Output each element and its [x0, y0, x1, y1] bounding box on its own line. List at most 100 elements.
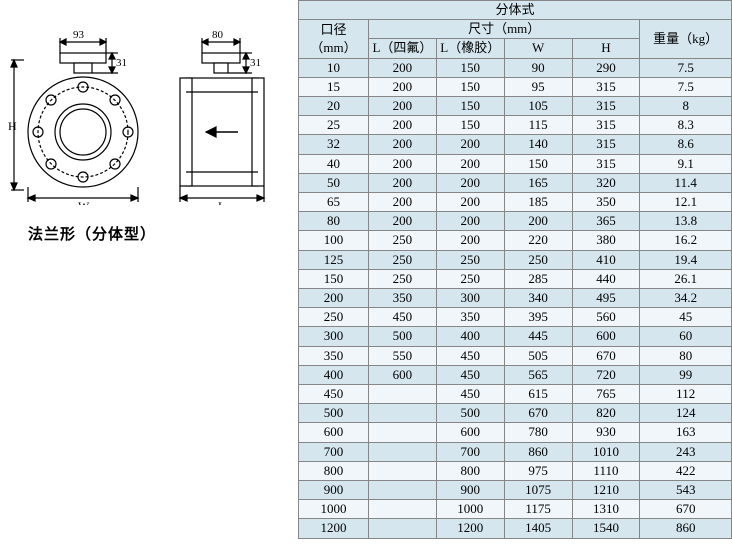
table-cell: 720 [572, 365, 640, 384]
table-row: 35055045050567080 [299, 346, 732, 365]
table-cell: 565 [504, 365, 572, 384]
table-cell: 600 [369, 365, 437, 384]
table-cell: 700 [436, 442, 504, 461]
table-cell: 250 [369, 231, 437, 250]
svg-text:W: W [78, 199, 90, 205]
table-cell: 365 [572, 212, 640, 231]
table-cell: 140 [504, 135, 572, 154]
table-cell [369, 481, 437, 500]
table-cell: 300 [436, 289, 504, 308]
table-cell: 20 [299, 97, 369, 116]
table-cell: 500 [369, 327, 437, 346]
table-cell: 395 [504, 308, 572, 327]
table-cell: 300 [299, 327, 369, 346]
table-cell [369, 385, 437, 404]
table-cell [369, 423, 437, 442]
table-row: 6520020018535012.1 [299, 193, 732, 212]
table-cell [369, 519, 437, 538]
table-cell [369, 442, 437, 461]
table-cell: 80 [299, 212, 369, 231]
svg-text:H: H [8, 119, 17, 133]
table-row: 1200120014051540860 [299, 519, 732, 538]
table-row: 8008009751110422 [299, 461, 732, 480]
table-cell: 450 [369, 308, 437, 327]
table-row: 90090010751210543 [299, 481, 732, 500]
table-cell: 900 [299, 481, 369, 500]
table-cell: 315 [572, 77, 640, 96]
col-l-rubber: L（橡胶） [436, 39, 504, 58]
table-cell: 350 [299, 346, 369, 365]
diagram-front: H 93 31 [8, 30, 148, 205]
table-cell: 290 [572, 58, 640, 77]
table-cell: 32 [299, 135, 369, 154]
table-cell: 200 [436, 173, 504, 192]
table-cell: 670 [504, 404, 572, 423]
col-w: W [504, 39, 572, 58]
table-cell: 200 [436, 154, 504, 173]
table-cell: 200 [369, 58, 437, 77]
table-cell: 200 [369, 97, 437, 116]
table-cell: 400 [436, 327, 504, 346]
table-cell: 200 [369, 135, 437, 154]
table-cell: 163 [640, 423, 732, 442]
table-cell: 800 [299, 461, 369, 480]
table-cell: 243 [640, 442, 732, 461]
table-cell: 450 [299, 385, 369, 404]
col-h: H [572, 39, 640, 58]
table-cell: 1110 [572, 461, 640, 480]
table-cell: 315 [572, 154, 640, 173]
table-cell: 445 [504, 327, 572, 346]
table-cell: 150 [504, 154, 572, 173]
diagram-side: 80 31 [166, 30, 286, 205]
table-cell: 250 [436, 250, 504, 269]
table-cell: 350 [436, 308, 504, 327]
table-cell: 250 [369, 250, 437, 269]
table-title: 分体式 [299, 1, 732, 20]
table-cell: 1210 [572, 481, 640, 500]
table-cell: 200 [436, 135, 504, 154]
table-cell: 670 [640, 500, 732, 519]
table-cell: 1075 [504, 481, 572, 500]
diagram-caption: 法兰形（分体型） [28, 223, 298, 244]
col-diameter: 口径（mm） [299, 20, 369, 58]
table-cell: 185 [504, 193, 572, 212]
table-cell: 820 [572, 404, 640, 423]
table-row: 20035030034049534.2 [299, 289, 732, 308]
table-cell: 10 [299, 58, 369, 77]
table-cell: 90 [504, 58, 572, 77]
table-cell: 60 [640, 327, 732, 346]
table-cell: 115 [504, 116, 572, 135]
table-cell: 350 [369, 289, 437, 308]
table-cell: 350 [572, 193, 640, 212]
table-cell: 40 [299, 154, 369, 173]
table-cell: 12.1 [640, 193, 732, 212]
table-body: 10200150902907.515200150953157.520200150… [299, 58, 732, 538]
table-cell: 100 [299, 231, 369, 250]
table-cell: 25 [299, 116, 369, 135]
col-dim-group: 尺寸（mm） [369, 20, 640, 39]
table-cell: 9.1 [640, 154, 732, 173]
table-cell: 250 [436, 269, 504, 288]
table-cell: 410 [572, 250, 640, 269]
table-cell: 700 [299, 442, 369, 461]
table-cell: 250 [504, 250, 572, 269]
table-cell: 19.4 [640, 250, 732, 269]
table-cell: 400 [299, 365, 369, 384]
table-cell: 200 [369, 154, 437, 173]
table-cell: 1200 [436, 519, 504, 538]
table-cell: 315 [572, 97, 640, 116]
table-cell: 200 [369, 193, 437, 212]
svg-text:31: 31 [116, 57, 127, 69]
table-row: 30050040044560060 [299, 327, 732, 346]
table-row: 600600780930163 [299, 423, 732, 442]
table-cell: 150 [436, 58, 504, 77]
table-cell: 450 [436, 365, 504, 384]
table-cell: 200 [369, 77, 437, 96]
table-cell: 543 [640, 481, 732, 500]
table-cell: 150 [436, 116, 504, 135]
table-cell: 200 [369, 116, 437, 135]
table-cell: 200 [436, 193, 504, 212]
table-cell: 105 [504, 97, 572, 116]
table-cell: 13.8 [640, 212, 732, 231]
table-cell: 8.3 [640, 116, 732, 135]
